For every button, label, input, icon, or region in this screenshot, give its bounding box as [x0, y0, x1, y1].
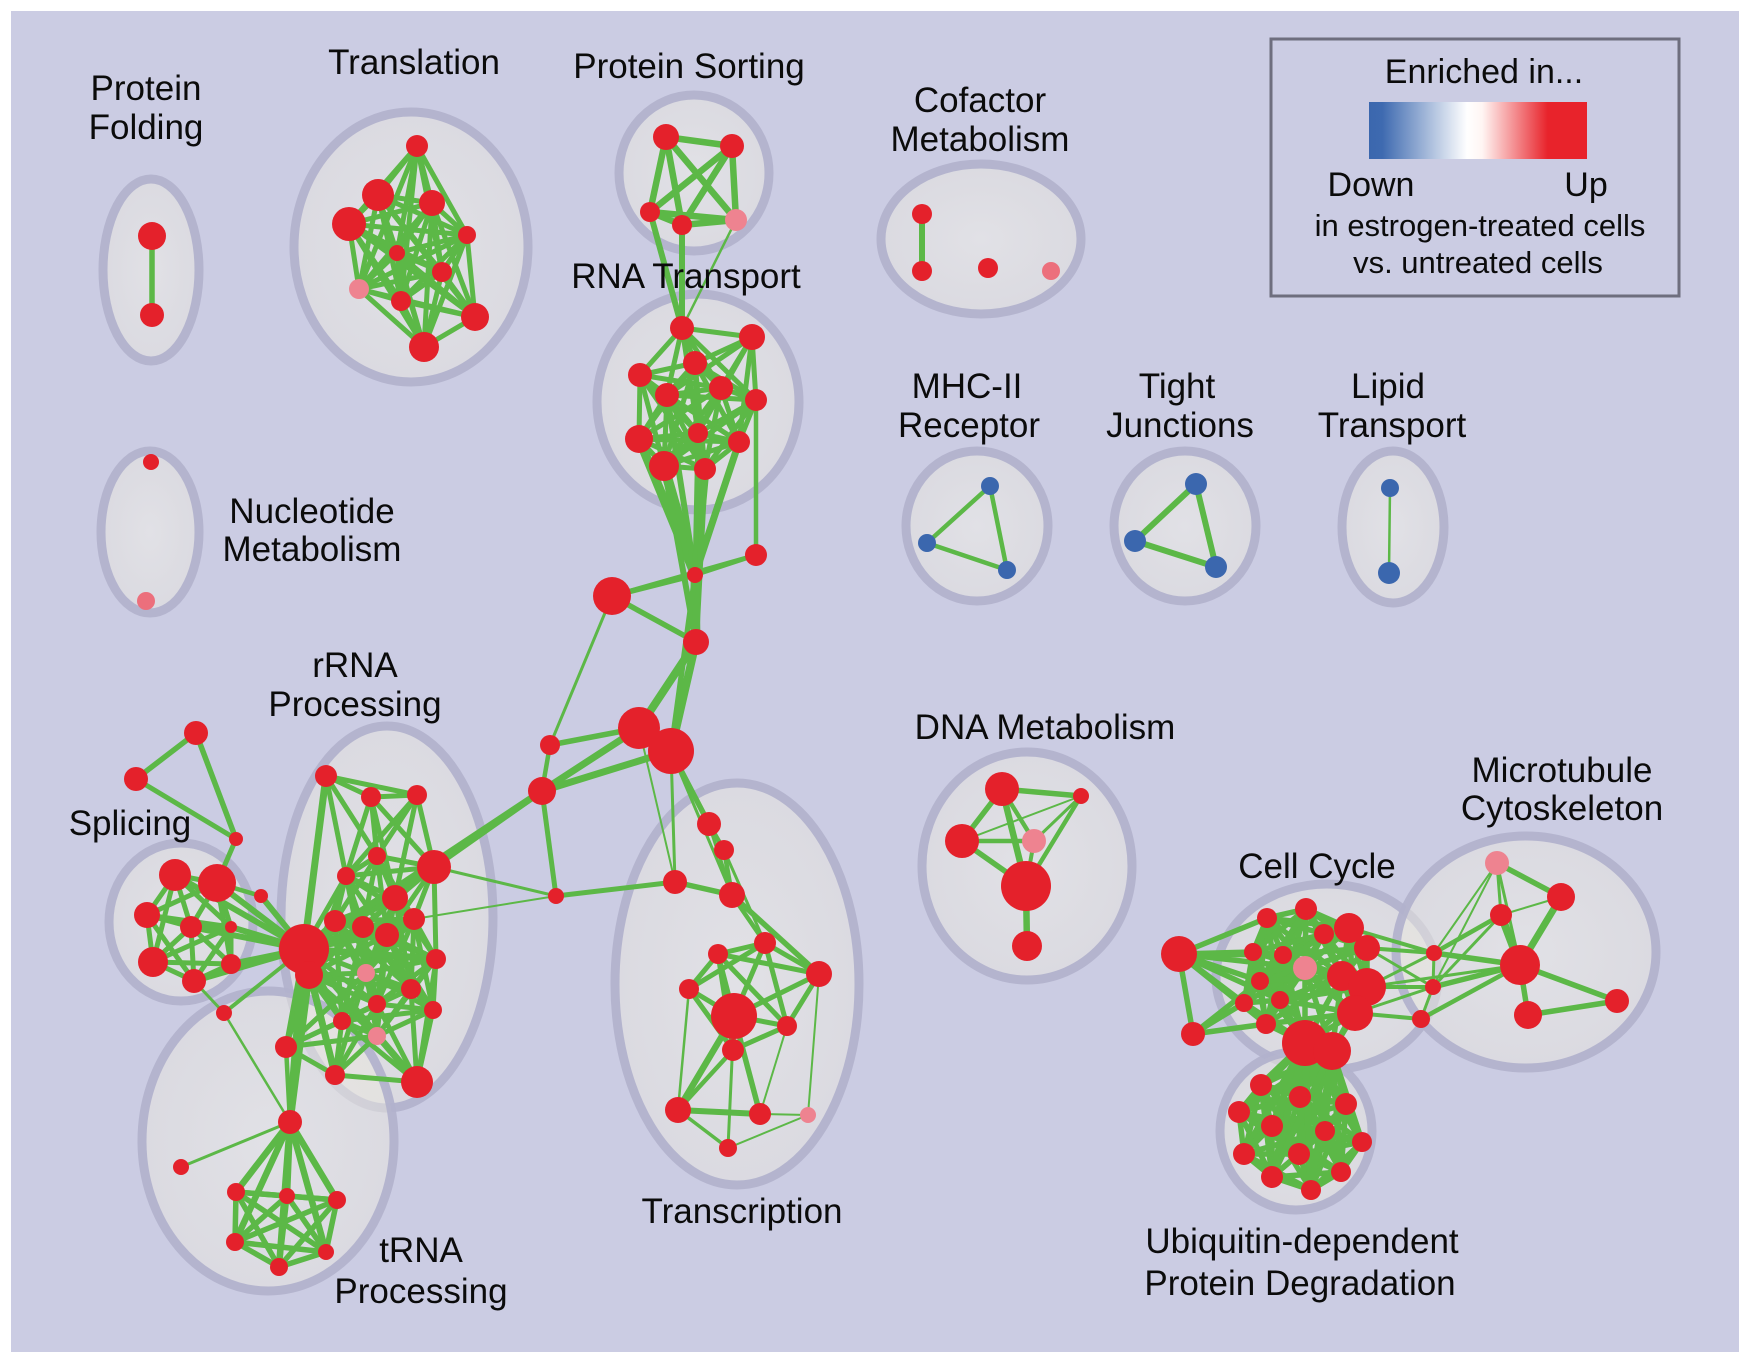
svg-text:Tight: Tight	[1139, 367, 1216, 406]
svg-text:Receptor: Receptor	[898, 406, 1040, 445]
svg-text:Processing: Processing	[268, 685, 441, 724]
svg-text:Cytoskeleton: Cytoskeleton	[1461, 789, 1663, 828]
svg-text:Cofactor: Cofactor	[914, 81, 1047, 120]
svg-text:vs. untreated cells: vs. untreated cells	[1353, 245, 1603, 280]
svg-text:Metabolism: Metabolism	[891, 120, 1070, 159]
svg-text:tRNA: tRNA	[379, 1231, 463, 1270]
svg-text:Processing: Processing	[334, 1272, 507, 1311]
svg-text:Up: Up	[1564, 166, 1607, 204]
svg-text:in estrogen-treated cells: in estrogen-treated cells	[1315, 208, 1646, 243]
svg-text:Transport: Transport	[1318, 406, 1467, 445]
svg-text:Ubiquitin-dependent: Ubiquitin-dependent	[1145, 1222, 1459, 1261]
svg-text:Metabolism: Metabolism	[223, 530, 402, 569]
svg-text:Translation: Translation	[328, 43, 500, 82]
svg-text:Cell Cycle: Cell Cycle	[1238, 847, 1396, 886]
svg-text:Folding: Folding	[89, 108, 204, 147]
svg-text:Nucleotide: Nucleotide	[229, 492, 394, 531]
svg-text:Protein Sorting: Protein Sorting	[573, 47, 805, 86]
svg-text:Lipid: Lipid	[1351, 367, 1425, 406]
svg-text:Splicing: Splicing	[69, 804, 192, 843]
svg-text:Down: Down	[1328, 166, 1415, 204]
svg-text:MHC-II: MHC-II	[912, 367, 1023, 406]
svg-text:RNA Transport: RNA Transport	[571, 257, 801, 296]
svg-text:rRNA: rRNA	[312, 646, 398, 685]
svg-text:Junctions: Junctions	[1106, 406, 1254, 445]
svg-text:Enriched in...: Enriched in...	[1385, 53, 1583, 91]
svg-text:Transcription: Transcription	[642, 1192, 843, 1231]
svg-text:Protein Degradation: Protein Degradation	[1144, 1264, 1455, 1303]
svg-text:Protein: Protein	[91, 69, 202, 108]
svg-text:Microtubule: Microtubule	[1472, 751, 1653, 790]
svg-text:DNA Metabolism: DNA Metabolism	[915, 708, 1176, 747]
